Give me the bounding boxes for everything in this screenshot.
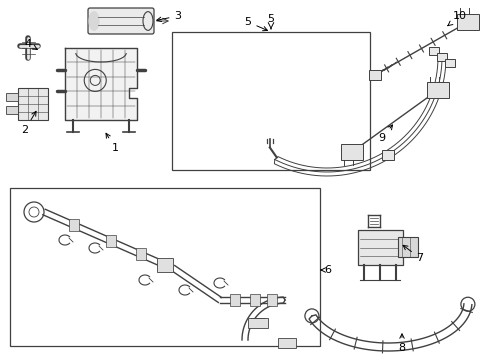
Text: 5: 5 <box>244 17 267 31</box>
Bar <box>69 219 79 231</box>
Text: 4: 4 <box>24 39 37 49</box>
Bar <box>266 294 276 306</box>
Bar <box>340 144 362 160</box>
Bar <box>247 318 267 328</box>
Bar <box>10 188 319 346</box>
Bar <box>229 294 240 306</box>
Text: 3: 3 <box>157 11 181 22</box>
Bar <box>136 248 145 260</box>
Bar <box>6 106 18 114</box>
Text: 5: 5 <box>267 14 274 24</box>
Text: 1: 1 <box>106 133 118 153</box>
Bar <box>444 59 454 67</box>
Bar <box>249 294 260 306</box>
Polygon shape <box>65 48 137 120</box>
Bar <box>105 235 115 247</box>
Bar <box>157 258 173 272</box>
Bar <box>436 53 446 61</box>
Bar <box>426 82 448 98</box>
Text: 7: 7 <box>402 245 423 263</box>
Text: 8: 8 <box>398 334 405 353</box>
Bar <box>368 70 380 80</box>
Bar <box>172 32 369 170</box>
Bar <box>397 237 417 257</box>
FancyBboxPatch shape <box>88 8 154 34</box>
Bar <box>278 338 295 348</box>
Text: 2: 2 <box>21 111 36 135</box>
Bar <box>357 230 402 265</box>
Text: 10: 10 <box>447 11 466 26</box>
Text: 6: 6 <box>321 265 331 275</box>
Text: 9: 9 <box>378 125 392 143</box>
Bar <box>456 14 478 30</box>
Bar <box>381 150 393 159</box>
Bar <box>6 93 18 101</box>
Bar <box>428 47 438 55</box>
Bar <box>18 88 48 120</box>
Ellipse shape <box>89 12 99 30</box>
